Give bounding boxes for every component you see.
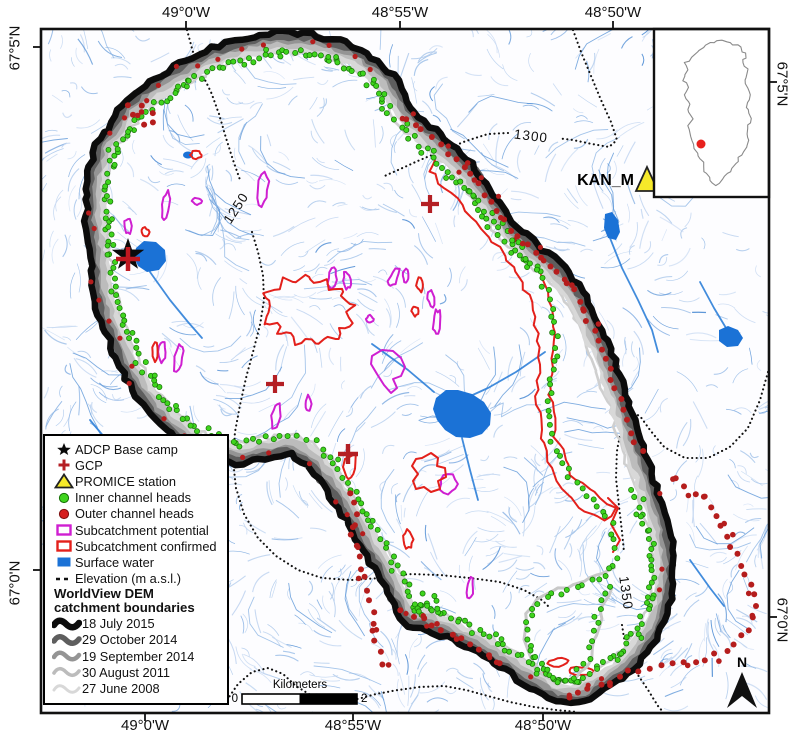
markers xyxy=(111,164,660,464)
legend-label: GCP xyxy=(75,457,103,473)
promice-station-triangle-icon xyxy=(634,164,660,192)
legend-group-title-2: catchment boundaries xyxy=(54,600,195,616)
surface-water-lakes xyxy=(134,151,743,438)
legend-row-outer-heads: Outer channel heads xyxy=(52,506,221,522)
scale-bar xyxy=(241,693,358,705)
legend-label: 30 August 2011 xyxy=(82,664,170,680)
legend-label: 29 October 2014 xyxy=(82,632,178,648)
station-label-kan-m: KAN_M xyxy=(577,172,634,189)
scalebar-end: 2 xyxy=(361,693,368,705)
legend-label: Outer channel heads xyxy=(75,506,194,522)
axis-ticks xyxy=(33,21,777,721)
legend-label: PROMICE station xyxy=(75,473,176,489)
legend-row-boundary-2015: 18 July 2015 xyxy=(52,616,221,632)
red-dot-icon xyxy=(52,508,75,520)
legend: ADCP Base camp GCP PROMICE station Inner… xyxy=(43,434,229,705)
legend-label: ADCP Base camp xyxy=(75,441,178,457)
boundary-swatch-icon xyxy=(52,665,82,679)
axis-label-bottom-1: 49°0'W xyxy=(120,717,170,734)
boundary-swatch-icon xyxy=(52,633,82,647)
boundary-swatch-icon xyxy=(52,649,82,663)
legend-row-boundary-2014b: 29 October 2014 xyxy=(52,632,221,648)
legend-label: Surface water xyxy=(75,554,154,570)
legend-row-promice: PROMICE station xyxy=(52,473,221,489)
cross-icon xyxy=(52,458,75,472)
blue-square-icon xyxy=(52,556,75,568)
legend-row-gcp: GCP xyxy=(52,457,221,473)
channel-head-dots xyxy=(86,39,759,701)
axis-label-top-2: 48°55'W xyxy=(371,4,429,21)
gcp-cross-icon xyxy=(266,375,284,393)
axis-label-bottom-2: 48°55'W xyxy=(324,717,382,734)
legend-label: 18 July 2015 xyxy=(82,616,155,632)
legend-row-surface-water: Surface water xyxy=(52,554,221,570)
scalebar-start: 0 xyxy=(231,693,238,705)
site-location-dot xyxy=(696,139,706,149)
gcp-cross-icon xyxy=(421,195,439,213)
subcatchment-potential-outlines xyxy=(123,170,474,600)
legend-label: 27 June 2008 xyxy=(82,681,160,697)
dashed-line-icon xyxy=(52,576,75,582)
legend-label: 19 September 2014 xyxy=(82,648,195,664)
star-icon xyxy=(52,442,75,456)
green-dot-icon xyxy=(52,492,75,504)
scalebar-title: Kilometers xyxy=(272,679,328,691)
inset-map-greenland xyxy=(652,27,771,199)
magenta-rect-icon xyxy=(52,524,75,536)
legend-label: Subcatchment potential xyxy=(75,522,209,538)
axis-label-left-2: 67°0'N xyxy=(6,560,24,606)
legend-label: Inner channel heads xyxy=(75,490,191,506)
legend-label: Subcatchment confirmed xyxy=(75,538,217,554)
axis-label-right-1: 67°5'N xyxy=(773,61,791,107)
legend-row-inner-heads: Inner channel heads xyxy=(52,490,221,506)
legend-row-subcatchment-potential: Subcatchment potential xyxy=(52,522,221,538)
axis-label-top-1: 49°0'W xyxy=(161,4,211,21)
legend-row-elevation: Elevation (m a.s.l.) xyxy=(52,571,221,587)
boundary-swatch-icon xyxy=(52,617,82,631)
axis-label-top-3: 48°50'W xyxy=(584,4,642,21)
legend-row-boundary-2014a: 19 September 2014 xyxy=(52,648,221,664)
north-arrow-icon xyxy=(727,672,757,708)
axis-label-right-2: 67°0'N xyxy=(773,597,791,643)
axis-label-left-1: 67°5'N xyxy=(6,25,24,71)
legend-row-subcatchment-confirmed: Subcatchment confirmed xyxy=(52,538,221,554)
legend-row-boundary-2011: 30 August 2011 xyxy=(52,664,221,680)
triangle-icon xyxy=(52,473,75,489)
map-frame xyxy=(39,27,771,715)
legend-row-boundary-2008: 27 June 2008 xyxy=(52,680,221,696)
gcp-cross-icon xyxy=(338,444,358,464)
legend-group-title-1: WorldView DEM xyxy=(54,585,154,601)
gcp-cross-icon xyxy=(116,247,140,271)
legend-row-adcp: ADCP Base camp xyxy=(52,441,221,457)
legend-label: Elevation (m a.s.l.) xyxy=(75,571,181,587)
north-label: N xyxy=(736,654,748,670)
red-rect-icon xyxy=(52,540,75,552)
boundary-swatch-icon xyxy=(52,682,82,696)
axis-label-bottom-3: 48°50'W xyxy=(514,717,572,734)
